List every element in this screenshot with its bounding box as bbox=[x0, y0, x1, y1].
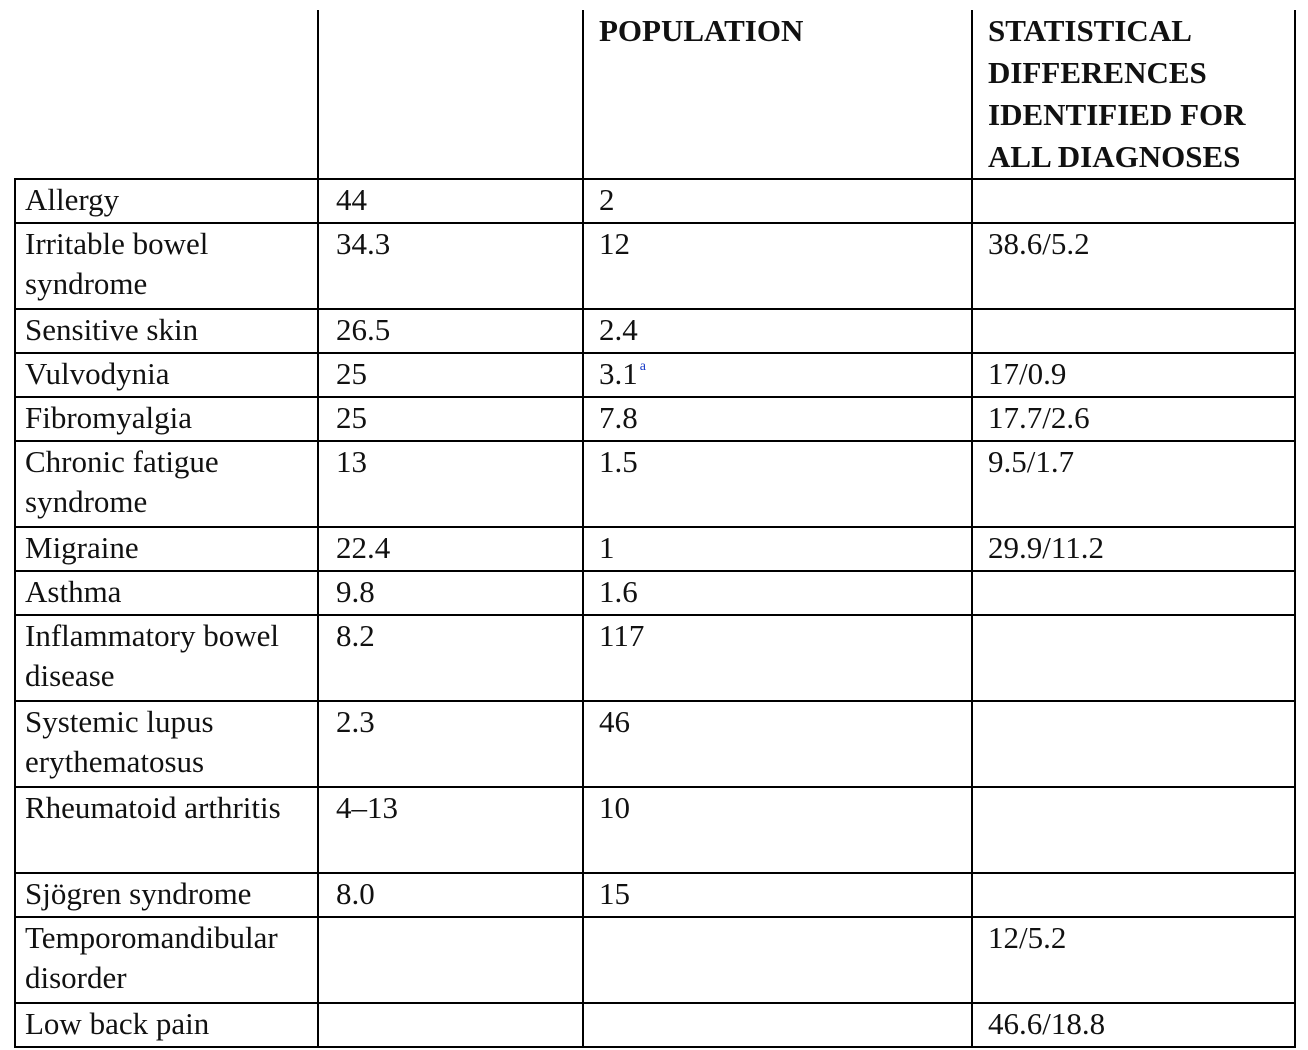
population-cell: 7.8 bbox=[582, 397, 973, 442]
statistical-difference-cell: 17.7/2.6 bbox=[971, 397, 1296, 442]
value-cell bbox=[317, 1003, 584, 1048]
population-cell bbox=[582, 1003, 973, 1048]
table-row: Temporomandibular disorder 12/5.2 bbox=[14, 917, 1296, 1004]
statistical-difference-cell bbox=[971, 873, 1296, 918]
table-row: Chronic fatigue syndrome 13 1.5 9.5/1.7 bbox=[14, 441, 1296, 528]
diagnosis-cell: Asthma bbox=[14, 571, 319, 616]
table-row: Migraine 22.4 1 29.9/11.2 bbox=[14, 527, 1296, 572]
header-cell-diagnosis bbox=[15, 10, 319, 180]
value-cell: 22.4 bbox=[317, 527, 584, 572]
value-cell: 26.5 bbox=[317, 309, 584, 354]
diagnosis-cell: Inflammatory bowel disease bbox=[14, 615, 319, 702]
diagnosis-cell: Chronic fatigue syndrome bbox=[14, 441, 319, 528]
statistical-difference-cell bbox=[971, 179, 1296, 224]
diagnosis-cell: Allergy bbox=[14, 179, 319, 224]
diagnosis-cell: Fibromyalgia bbox=[14, 397, 319, 442]
diagnosis-cell: Systemic lupus erythematosus bbox=[14, 701, 319, 788]
table-row: Low back pain 46.6/18.8 bbox=[14, 1003, 1296, 1048]
statistical-difference-cell bbox=[971, 571, 1296, 616]
statistical-difference-cell bbox=[971, 701, 1296, 788]
header-cell-statistical-differences: STATISTICAL DIFFERENCES IDENTIFIED FOR A… bbox=[971, 10, 1296, 180]
population-cell: 117 bbox=[582, 615, 973, 702]
table-row: Sensitive skin 26.5 2.4 bbox=[14, 309, 1296, 354]
table-row: Rheumatoid arthritis 4–13 10 bbox=[14, 787, 1296, 874]
table-row: Vulvodynia 25 3.1 a 17/0.9 bbox=[14, 353, 1296, 398]
statistical-difference-cell bbox=[971, 787, 1296, 874]
value-cell: 25 bbox=[317, 397, 584, 442]
statistical-difference-cell: 12/5.2 bbox=[971, 917, 1296, 1004]
value-cell: 34.3 bbox=[317, 223, 584, 310]
diagnosis-cell: Sjögren syndrome bbox=[14, 873, 319, 918]
value-cell: 2.3 bbox=[317, 701, 584, 788]
table-row: Asthma 9.8 1.6 bbox=[14, 571, 1296, 616]
table-header-row: POPULATION STATISTICAL DIFFERENCES IDENT… bbox=[15, 10, 1296, 180]
header-cell-population: POPULATION bbox=[582, 10, 973, 180]
population-cell: 10 bbox=[582, 787, 973, 874]
population-cell: 1 bbox=[582, 527, 973, 572]
value-cell: 8.0 bbox=[317, 873, 584, 918]
value-cell: 44 bbox=[317, 179, 584, 224]
footnote-link[interactable]: a bbox=[639, 358, 646, 374]
population-cell: 12 bbox=[582, 223, 973, 310]
diagnosis-cell: Rheumatoid arthritis bbox=[14, 787, 319, 874]
statistical-difference-cell: 17/0.9 bbox=[971, 353, 1296, 398]
value-cell: 8.2 bbox=[317, 615, 584, 702]
header-cell-col1 bbox=[317, 10, 584, 180]
population-cell: 2.4 bbox=[582, 309, 973, 354]
statistical-difference-cell bbox=[971, 615, 1296, 702]
statistical-difference-cell: 46.6/18.8 bbox=[971, 1003, 1296, 1048]
statistical-difference-cell: 38.6/5.2 bbox=[971, 223, 1296, 310]
statistical-difference-cell: 29.9/11.2 bbox=[971, 527, 1296, 572]
diagnosis-cell: Temporomandibular disorder bbox=[14, 917, 319, 1004]
diagnosis-cell: Low back pain bbox=[14, 1003, 319, 1048]
table-row: Inflammatory bowel disease 8.2 117 bbox=[14, 615, 1296, 702]
population-cell: 3.1 a bbox=[582, 353, 973, 398]
value-cell: 4–13 bbox=[317, 787, 584, 874]
value-cell: 25 bbox=[317, 353, 584, 398]
population-cell: 1.6 bbox=[582, 571, 973, 616]
population-cell: 1.5 bbox=[582, 441, 973, 528]
table-row: Sjögren syndrome 8.0 15 bbox=[14, 873, 1296, 918]
population-cell: 2 bbox=[582, 179, 973, 224]
table-row: Irritable bowel syndrome 34.3 12 38.6/5.… bbox=[14, 223, 1296, 310]
value-cell bbox=[317, 917, 584, 1004]
diagnosis-cell: Migraine bbox=[14, 527, 319, 572]
population-value: 3.1 bbox=[599, 356, 638, 391]
value-cell: 9.8 bbox=[317, 571, 584, 616]
population-cell: 46 bbox=[582, 701, 973, 788]
population-cell: 15 bbox=[582, 873, 973, 918]
diagnosis-cell: Irritable bowel syndrome bbox=[14, 223, 319, 310]
population-cell bbox=[582, 917, 973, 1004]
statistical-difference-cell: 9.5/1.7 bbox=[971, 441, 1296, 528]
value-cell: 13 bbox=[317, 441, 584, 528]
table-row: Allergy 44 2 bbox=[14, 179, 1296, 224]
diagnosis-cell: Sensitive skin bbox=[14, 309, 319, 354]
table-row: Fibromyalgia 25 7.8 17.7/2.6 bbox=[14, 397, 1296, 442]
table-row: Systemic lupus erythematosus 2.3 46 bbox=[14, 701, 1296, 788]
diagnosis-cell: Vulvodynia bbox=[14, 353, 319, 398]
prevalence-table: POPULATION STATISTICAL DIFFERENCES IDENT… bbox=[14, 10, 1296, 1048]
statistical-difference-cell bbox=[971, 309, 1296, 354]
